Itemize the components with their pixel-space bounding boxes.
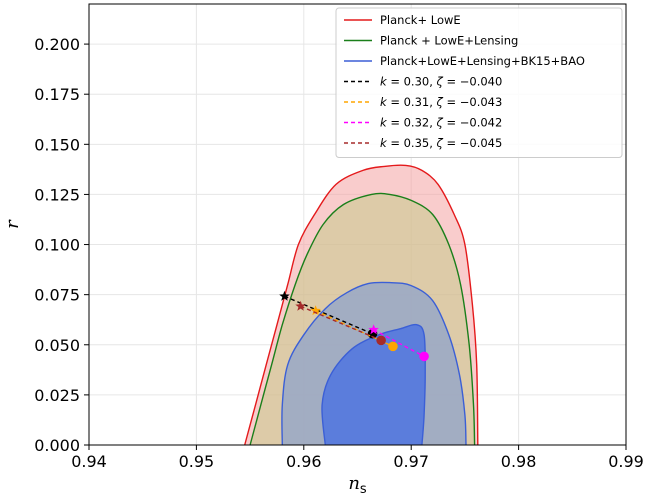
y-tick-label: 0.075 bbox=[34, 286, 80, 305]
legend-zeta-value: = −0.040 bbox=[443, 75, 503, 89]
legend: Planck+ LowE Planck + LowE+Lensing Planck+… bbox=[335, 7, 623, 158]
y-tick-label: 0.200 bbox=[34, 35, 80, 54]
legend-zeta-symbol: ζ bbox=[436, 116, 444, 130]
legend-label-2: Planck+LowE+Lensing+BK15+BAO bbox=[380, 54, 585, 68]
x-tick-label: 0.96 bbox=[286, 452, 322, 471]
legend-series-label-2: k = 0.32, ζ = −0.042 bbox=[380, 116, 502, 130]
legend-k-value: = 0.30, bbox=[387, 75, 437, 89]
contour-fill-3 bbox=[321, 324, 426, 445]
legend-zeta-value: = −0.042 bbox=[443, 116, 503, 130]
legend-zeta-symbol: ζ bbox=[436, 75, 444, 89]
x-tick-label: 0.94 bbox=[71, 452, 107, 471]
legend-zeta-symbol: ζ bbox=[436, 136, 444, 150]
contour-line-2 bbox=[281, 281, 467, 446]
contour-line-3 bbox=[321, 323, 426, 446]
plot-frame bbox=[88, 3, 627, 446]
legend-box bbox=[335, 7, 623, 158]
legend-k-value: = 0.35, bbox=[387, 136, 437, 150]
y-tick-label: 0.175 bbox=[34, 85, 80, 104]
legend-entries: Planck+ LowE Planck + LowE+Lensing Planck+… bbox=[344, 13, 585, 150]
legend-k-symbol: k bbox=[380, 75, 388, 89]
series-end-point-1 bbox=[388, 341, 398, 352]
legend-k-symbol: k bbox=[380, 116, 388, 130]
series-line-2 bbox=[373, 329, 425, 358]
legend-series-label-0: k = 0.30, ζ = −0.040 bbox=[380, 75, 502, 89]
x-axis-label: ns bbox=[348, 473, 367, 497]
y-tick-label: 0.125 bbox=[34, 185, 80, 204]
x-tick-label: 0.97 bbox=[393, 452, 429, 471]
y-axis-ticks: 0.000 0.025 0.050 0.075 0.100 0.125 0.150 0.175… bbox=[34, 35, 89, 455]
legend-label-1: Planck + LowE+Lensing bbox=[380, 34, 518, 48]
x-tick-label: 0.99 bbox=[608, 452, 644, 471]
legend-series-label-3: k = 0.35, ζ = −0.045 bbox=[380, 136, 502, 150]
x-tick-label: 0.98 bbox=[501, 452, 537, 471]
legend-series-label-1: k = 0.31, ζ = −0.043 bbox=[380, 95, 502, 109]
legend-zeta-value: = −0.045 bbox=[443, 136, 503, 150]
y-tick-label: 0.025 bbox=[34, 386, 80, 405]
x-axis-ticks: 0.94 0.95 0.96 0.97 0.98 0.99 bbox=[71, 445, 644, 471]
y-tick-label: 0.000 bbox=[34, 436, 80, 455]
series-line-0 bbox=[284, 295, 373, 335]
y-tick-label: 0.050 bbox=[34, 336, 80, 355]
series-start-star-2 bbox=[368, 324, 379, 335]
series-end-point-2 bbox=[419, 351, 429, 362]
series-end-point-3 bbox=[376, 335, 386, 346]
x-axis-label-subscript: s bbox=[360, 482, 367, 497]
legend-k-symbol: k bbox=[380, 136, 388, 150]
contour-line-1 bbox=[249, 192, 476, 446]
contour-regions bbox=[244, 164, 479, 446]
y-tick-label: 0.100 bbox=[34, 236, 80, 255]
y-tick-label: 0.150 bbox=[34, 135, 80, 154]
legend-k-value: = 0.31, bbox=[387, 95, 437, 109]
trajectory-series bbox=[279, 290, 429, 362]
legend-zeta-symbol: ζ bbox=[436, 95, 444, 109]
contour-line-0 bbox=[244, 164, 479, 446]
series-start-star-0 bbox=[279, 290, 290, 301]
series-line-3 bbox=[300, 305, 382, 342]
legend-k-symbol: k bbox=[380, 95, 388, 109]
legend-label-0: Planck+ LowE bbox=[380, 13, 461, 27]
series-start-star-1 bbox=[310, 305, 321, 316]
y-axis-label: r bbox=[2, 219, 23, 229]
series-start-star-3 bbox=[295, 300, 306, 311]
legend-k-value: = 0.32, bbox=[387, 116, 437, 130]
legend-zeta-value: = −0.043 bbox=[443, 95, 503, 109]
x-axis-label-main: n bbox=[348, 473, 360, 494]
x-tick-label: 0.95 bbox=[179, 452, 215, 471]
